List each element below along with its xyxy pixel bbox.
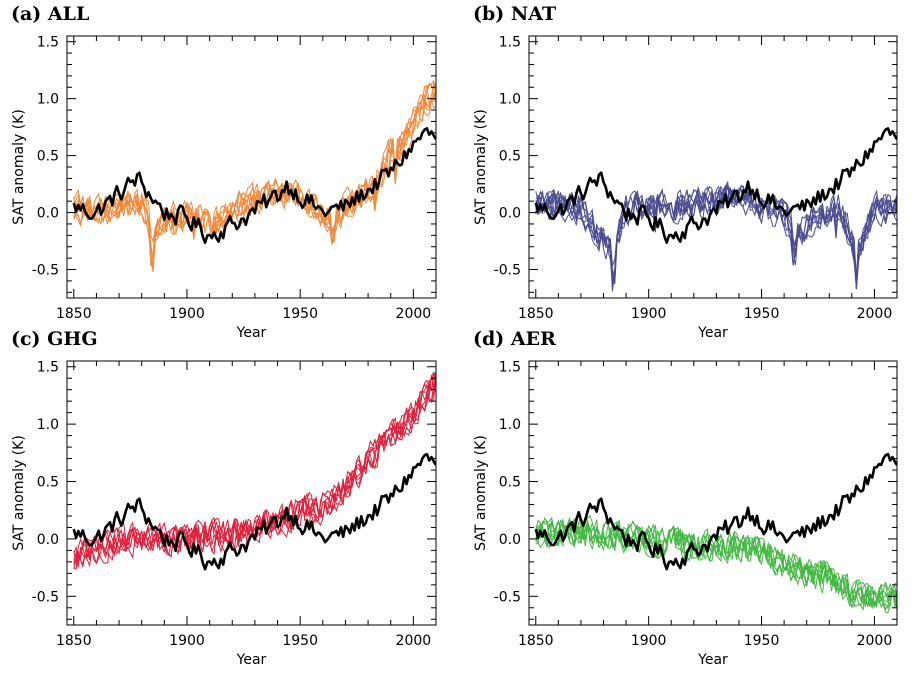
plot-frame — [66, 360, 437, 626]
x-tick-label: 1950 — [744, 306, 780, 322]
x-tick-label: 2000 — [396, 633, 432, 649]
x-tick-label: 1850 — [56, 633, 92, 649]
x-tick-label: 1950 — [744, 633, 780, 649]
panel-1: (a) ALL 1850 1900 1950 2000 -0.5 0.0 0.5 1.0 1.5 Y… — [11, 3, 437, 341]
x-axis-label: Year — [236, 652, 267, 668]
y-tick-label: 1.0 — [37, 92, 59, 108]
model-ensemble — [73, 370, 436, 571]
x-axis-label: Year — [697, 325, 728, 341]
y-tick-label: 1.0 — [499, 92, 521, 108]
y-tick-label: 1.5 — [499, 360, 521, 376]
x-tick-label: 1950 — [282, 306, 318, 322]
x-tick-label: 1850 — [518, 633, 554, 649]
y-tick-label: 0.5 — [499, 475, 521, 491]
model-ensemble — [535, 514, 897, 614]
x-tick-label: 1850 — [518, 306, 554, 322]
y-tick-label: 0.0 — [37, 532, 59, 548]
model-member-line — [535, 186, 897, 289]
x-tick-label: 1900 — [631, 633, 667, 649]
panel-title: (a) ALL — [11, 3, 89, 25]
y-tick-label: 1.5 — [499, 35, 521, 51]
y-tick-label: 1.5 — [37, 35, 59, 51]
model-member-line — [535, 184, 897, 290]
y-tick-label: 1.0 — [499, 417, 521, 433]
y-tick-label: -0.5 — [494, 263, 521, 279]
observed-line — [534, 452, 897, 571]
panel-title: (d) AER — [473, 328, 556, 350]
x-tick-label: 1850 — [56, 306, 92, 322]
plot-frame — [528, 360, 898, 626]
model-ensemble — [535, 181, 897, 292]
observed-line — [72, 452, 436, 571]
x-tick-label: 1900 — [169, 306, 205, 322]
x-tick-label: 1950 — [282, 633, 318, 649]
model-member-line — [535, 184, 897, 292]
y-tick-label: 0.5 — [37, 149, 59, 165]
y-tick-label: -0.5 — [32, 589, 59, 605]
panel-2: (b) NAT 1850 1900 1950 2000 -0.5 0.0 0.5 1.0 1.5 Y… — [473, 3, 898, 341]
x-axis-label: Year — [697, 652, 728, 668]
y-tick-label: 0.0 — [37, 206, 59, 222]
x-tick-label: 2000 — [396, 306, 432, 322]
y-axis-label: SAT anomaly (K) — [473, 109, 489, 225]
observed-line — [72, 127, 436, 244]
y-tick-label: 0.5 — [499, 149, 521, 165]
y-tick-label: 0.0 — [499, 532, 521, 548]
model-member-line — [73, 94, 436, 267]
panel-4: (d) AER 1850 1900 1950 2000 -0.5 0.0 0.5 1.0 1.5 Y… — [473, 328, 898, 668]
y-axis-label: SAT anomaly (K) — [11, 109, 27, 225]
panel-title: (b) NAT — [473, 3, 556, 25]
model-member-line — [535, 516, 897, 610]
y-tick-label: 1.0 — [37, 417, 59, 433]
y-tick-label: -0.5 — [32, 263, 59, 279]
x-tick-label: 1900 — [169, 633, 205, 649]
panel-3: (c) GHG 1850 1900 1950 2000 -0.5 0.0 0.5 1.0 1.5 Y… — [11, 328, 437, 668]
y-axis-label: SAT anomaly (K) — [473, 435, 489, 551]
model-member-line — [73, 370, 436, 563]
y-tick-label: 0.0 — [499, 206, 521, 222]
x-tick-label: 2000 — [857, 633, 893, 649]
observed-line — [534, 127, 897, 244]
model-member-line — [535, 184, 897, 287]
model-member-line — [73, 97, 436, 268]
x-tick-label: 2000 — [857, 306, 893, 322]
y-tick-label: 1.5 — [37, 360, 59, 376]
y-tick-label: -0.5 — [494, 589, 521, 605]
y-axis-label: SAT anomaly (K) — [11, 435, 27, 551]
y-tick-label: 0.5 — [37, 475, 59, 491]
x-tick-label: 1900 — [631, 306, 667, 322]
panel-title: (c) GHG — [11, 328, 98, 350]
plot-frame — [528, 35, 898, 299]
model-member-line — [535, 181, 897, 279]
x-axis-label: Year — [236, 325, 267, 341]
model-member-line — [535, 522, 897, 609]
